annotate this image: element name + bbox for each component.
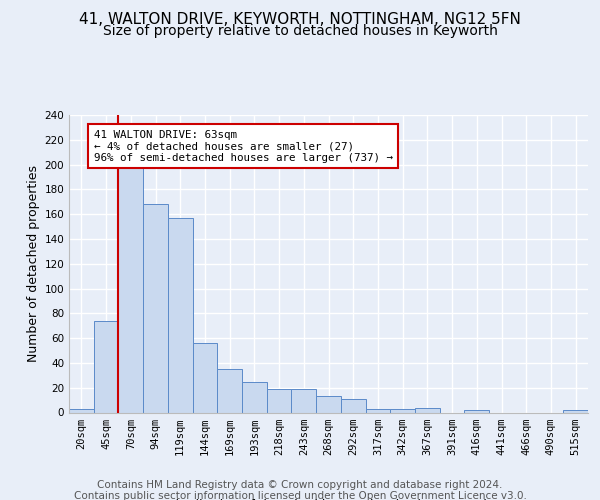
Bar: [217, 369, 242, 412]
Bar: [267, 389, 292, 412]
Bar: [143, 204, 168, 412]
Bar: [94, 321, 118, 412]
Bar: [69, 409, 94, 412]
Text: Contains HM Land Registry data © Crown copyright and database right 2024.: Contains HM Land Registry data © Crown c…: [97, 480, 503, 490]
Text: 41, WALTON DRIVE, KEYWORTH, NOTTINGHAM, NG12 5FN: 41, WALTON DRIVE, KEYWORTH, NOTTINGHAM, …: [79, 12, 521, 28]
Bar: [390, 409, 415, 412]
Text: 41 WALTON DRIVE: 63sqm
← 4% of detached houses are smaller (27)
96% of semi-deta: 41 WALTON DRIVE: 63sqm ← 4% of detached …: [94, 130, 393, 163]
Y-axis label: Number of detached properties: Number of detached properties: [27, 165, 40, 362]
Bar: [242, 382, 267, 412]
Bar: [365, 409, 390, 412]
Bar: [464, 410, 489, 412]
Bar: [118, 168, 143, 412]
Bar: [563, 410, 588, 412]
Bar: [193, 343, 217, 412]
Text: Size of property relative to detached houses in Keyworth: Size of property relative to detached ho…: [103, 24, 497, 38]
Bar: [415, 408, 440, 412]
Bar: [292, 389, 316, 412]
Bar: [341, 399, 365, 412]
Bar: [168, 218, 193, 412]
Text: Contains public sector information licensed under the Open Government Licence v3: Contains public sector information licen…: [74, 491, 526, 500]
Bar: [316, 396, 341, 412]
